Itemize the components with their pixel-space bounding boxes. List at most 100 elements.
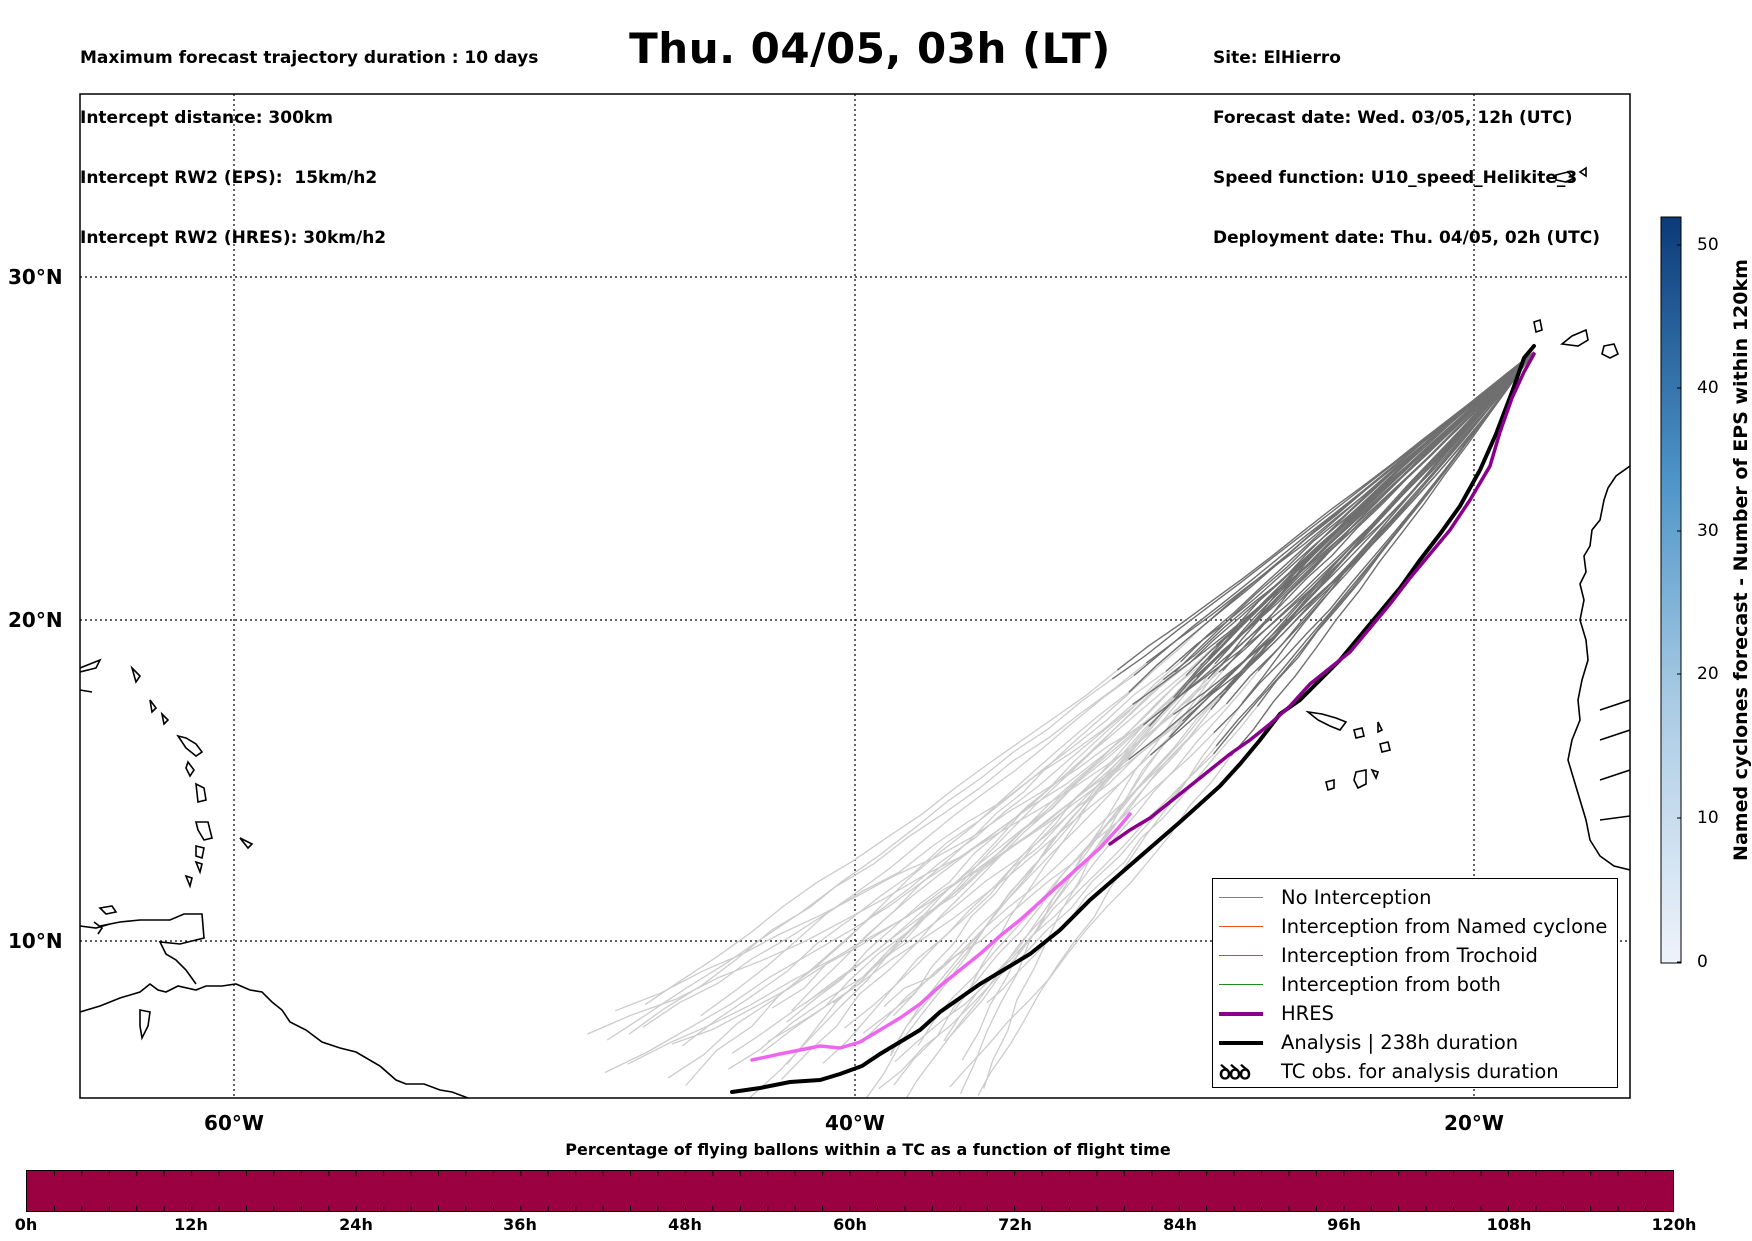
percentage-bar-tick: 96h: [1327, 1215, 1361, 1234]
eps-trajectory: [1215, 351, 1535, 747]
legend-line: [1219, 983, 1263, 986]
legend-label: Analysis | 238h duration: [1281, 1031, 1519, 1054]
legend-item: Interception from Trochoid: [1213, 941, 1617, 970]
cyclone-symbol-icon: ꝺꝺꝺ: [1219, 1060, 1251, 1084]
eps-trajectory: [767, 754, 1151, 1043]
eps-trajectory: [983, 665, 1222, 1089]
percentage-bar-tick: 60h: [833, 1215, 867, 1234]
eps-trajectory: [1207, 351, 1535, 680]
header-left-line: Intercept RW2 (HRES): 30km/h2: [80, 228, 387, 248]
header-right-line: Site: ElHierro: [1213, 48, 1341, 68]
percentage-bar-ticks: [53, 1171, 1647, 1211]
percentage-bar-tick: 36h: [503, 1215, 537, 1234]
eps-trajectories-light: [587, 623, 1259, 1098]
legend-item: Interception from Named cyclone: [1213, 912, 1617, 941]
lon-label: 40°W: [825, 1111, 885, 1135]
percentage-bar-tick: 12h: [174, 1215, 208, 1234]
eps-trajectory: [628, 678, 1113, 1035]
eps-trajectory: [883, 732, 1215, 1007]
eps-trajectory: [1200, 351, 1535, 666]
eps-trajectory: [1192, 351, 1535, 708]
legend-label: Interception from Trochoid: [1281, 944, 1538, 967]
percentage-bar-tick: 72h: [998, 1215, 1032, 1234]
eps-trajectories-dark: [1111, 351, 1535, 761]
eps-trajectory: [894, 745, 1217, 1063]
lat-label: 30°N: [8, 265, 63, 289]
lon-label: 20°W: [1444, 1111, 1504, 1135]
legend-label: Interception from both: [1281, 973, 1501, 996]
eps-trajectory: [614, 724, 1144, 1012]
percentage-bar-tick: 48h: [668, 1215, 702, 1234]
percentage-bar: [26, 1170, 1674, 1212]
map-legend: No Interception Interception from Named …: [1212, 878, 1618, 1088]
percentage-bar-caption: Percentage of flying ballons within a TC…: [565, 1140, 1171, 1159]
map-frame: [79, 93, 1631, 1099]
header-right-line: Forecast date: Wed. 03/05, 12h (UTC): [1213, 108, 1573, 128]
legend-line: [1219, 1011, 1263, 1016]
percentage-bar-tick: 84h: [1163, 1215, 1197, 1234]
eps-trajectory: [627, 720, 1183, 1065]
header-right-line: Deployment date: Thu. 04/05, 02h (UTC): [1213, 228, 1600, 248]
coastlines: [80, 166, 1630, 1098]
header-right-line: Speed function: U10_speed_Helikite_3: [1213, 168, 1578, 188]
eps-trajectory: [944, 670, 1259, 1043]
legend-line: [1219, 896, 1263, 899]
colorbar-label: Named cyclones forecast - Number of EPS …: [1730, 259, 1752, 861]
colorbar-tick: 40: [1697, 378, 1719, 398]
eps-trajectory: [786, 663, 1189, 1023]
percentage-bar-tick: 120h: [1651, 1215, 1697, 1234]
lat-label: 20°N: [8, 608, 63, 632]
eps-trajectory: [771, 644, 1217, 1009]
legend-line: [1219, 1040, 1263, 1045]
eps-trajectory: [1116, 351, 1535, 671]
hres-trajectory-early: [750, 812, 1132, 1062]
legend-item: Interception from both: [1213, 970, 1617, 999]
hres-trajectory-late: [1108, 352, 1536, 846]
eps-trajectory: [1218, 351, 1535, 673]
percentage-bar-tick: 108h: [1486, 1215, 1532, 1234]
eps-trajectory: [748, 671, 1176, 1098]
percentage-bar-tick: 24h: [339, 1215, 373, 1234]
lon-label: 60°W: [204, 1111, 264, 1135]
eps-trajectory: [681, 670, 1167, 1047]
eps-trajectory: [889, 692, 1185, 1057]
cyclone-colorbar: [1660, 216, 1682, 964]
legend-label: TC obs. for analysis duration: [1281, 1060, 1559, 1083]
legend-label: HRES: [1281, 1002, 1334, 1025]
eps-trajectory: [667, 679, 1164, 1079]
legend-line: [1219, 954, 1263, 957]
eps-trajectory: [731, 671, 1220, 1054]
colorbar-tick: 50: [1697, 235, 1719, 255]
legend-line: [1219, 925, 1263, 928]
analysis-trajectory: [730, 344, 1536, 1094]
colorbar-tick: 20: [1697, 664, 1719, 684]
eps-trajectory: [761, 682, 1190, 1054]
legend-label: Interception from Named cyclone: [1281, 915, 1608, 938]
eps-trajectory: [822, 676, 1198, 1064]
eps-trajectory: [950, 697, 1175, 1016]
eps-trajectory: [727, 706, 1194, 1070]
legend-item: Analysis | 238h duration: [1213, 1028, 1617, 1057]
legend-item: No Interception: [1213, 883, 1617, 912]
header-left-info: Maximum forecast trajectory duration : 1…: [80, 8, 538, 268]
colorbar-tick: 10: [1697, 808, 1719, 828]
eps-trajectory: [606, 662, 1147, 1041]
legend-item: HRES: [1213, 999, 1617, 1028]
eps-trajectory: [604, 706, 1168, 1074]
eps-trajectory: [977, 702, 1243, 1096]
eps-trajectory: [685, 691, 1130, 1086]
eps-trajectory: [986, 705, 1258, 1004]
colorbar-tick: 30: [1697, 521, 1719, 541]
eps-trajectory: [642, 704, 1134, 1028]
header-left-line: Intercept distance: 300km: [80, 108, 333, 128]
legend-item: ꝺꝺꝺ TC obs. for analysis duration: [1213, 1057, 1617, 1086]
colorbar-tick: 0: [1697, 952, 1708, 972]
eps-trajectory: [917, 689, 1227, 1047]
lat-label: 10°N: [8, 929, 63, 953]
eps-trajectory: [832, 664, 1202, 1004]
header-left-line: Maximum forecast trajectory duration : 1…: [80, 48, 539, 68]
header-right-info: Site: ElHierro Forecast date: Wed. 03/05…: [1213, 8, 1600, 268]
eps-trajectory: [791, 623, 1206, 1012]
eps-trajectory: [949, 755, 1232, 1088]
eps-trajectory: [1142, 351, 1535, 726]
